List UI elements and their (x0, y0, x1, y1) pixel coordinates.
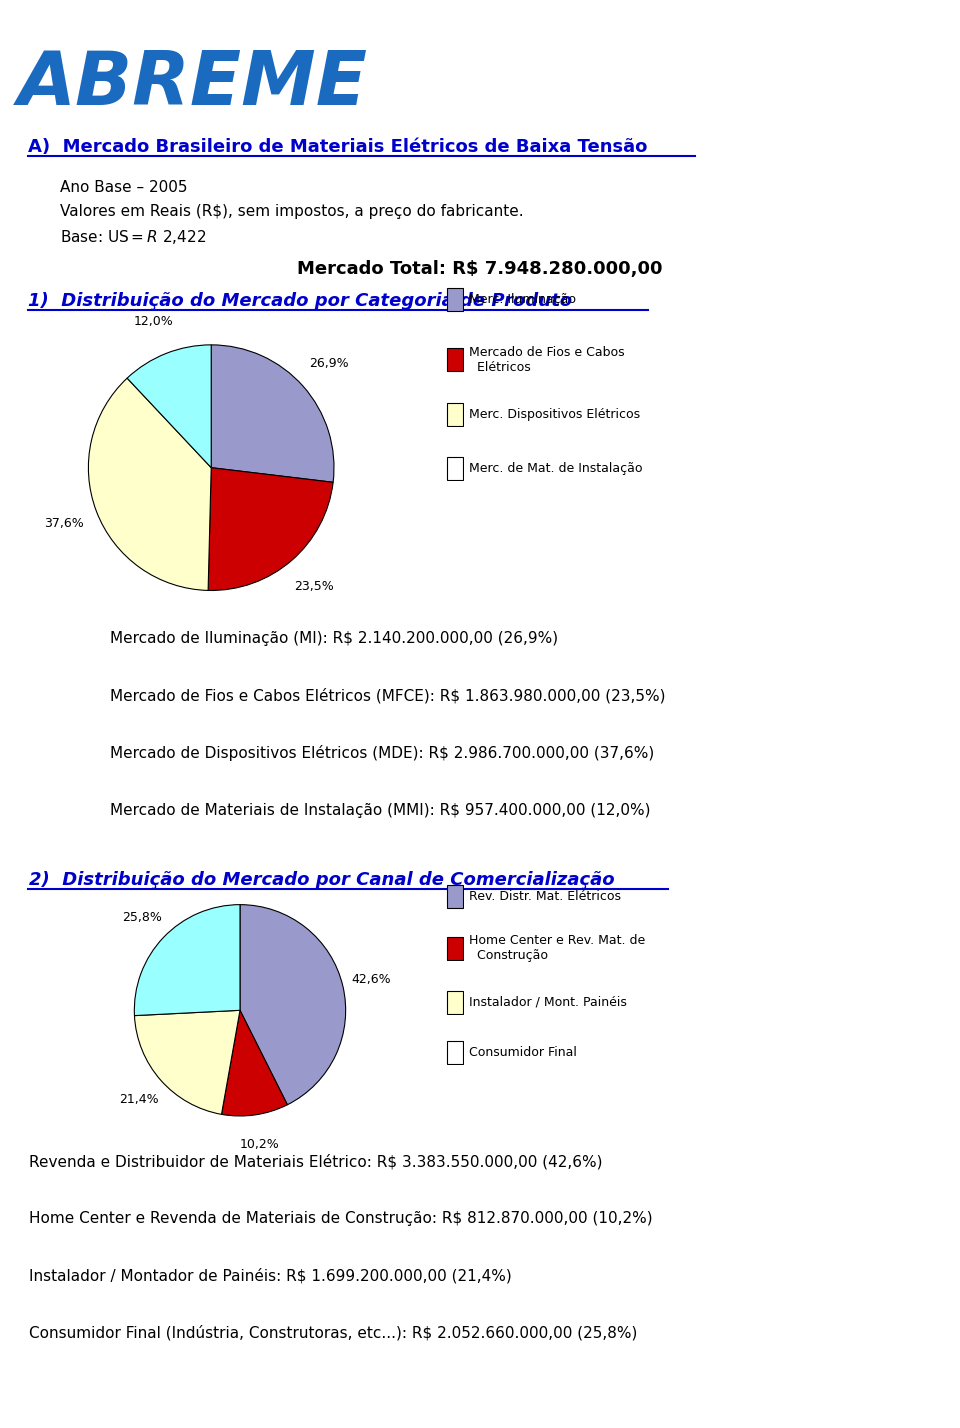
Text: 2)  Distribuição do Mercado por Canal de Comercialização: 2) Distribuição do Mercado por Canal de … (29, 871, 614, 890)
Text: 37,6%: 37,6% (44, 517, 84, 530)
Text: Home Center e Revenda de Materiais de Construção: R$ 812.870.000,00 (10,2%): Home Center e Revenda de Materiais de Co… (29, 1211, 653, 1227)
Text: Instalador / Mont. Painéis: Instalador / Mont. Painéis (469, 995, 627, 1010)
Text: 26,9%: 26,9% (309, 357, 348, 370)
Text: Merc. Iluminação: Merc. Iluminação (469, 293, 576, 307)
Text: Ano Base – 2005: Ano Base – 2005 (60, 180, 187, 196)
Text: Valores em Reais (R$), sem impostos, a preço do fabricante.: Valores em Reais (R$), sem impostos, a p… (60, 204, 523, 218)
Text: Mercado de Fios e Cabos Elétricos (MFCE): R$ 1.863.980.000,00 (23,5%): Mercado de Fios e Cabos Elétricos (MFCE)… (110, 688, 666, 704)
Wedge shape (222, 1011, 287, 1115)
Text: 10,2%: 10,2% (240, 1138, 279, 1151)
Text: Base: US$ = R$ 2,422: Base: US$ = R$ 2,422 (60, 228, 206, 246)
Text: Mercado de Materiais de Instalação (MMI): R$ 957.400.000,00 (12,0%): Mercado de Materiais de Instalação (MMI)… (110, 803, 651, 818)
Text: Merc. Dispositivos Elétricos: Merc. Dispositivos Elétricos (469, 407, 640, 421)
Text: A)  Mercado Brasileiro de Materiais Elétricos de Baixa Tensão: A) Mercado Brasileiro de Materiais Elétr… (28, 139, 647, 156)
Text: 25,8%: 25,8% (122, 911, 162, 924)
Text: ABREME: ABREME (18, 49, 368, 121)
Text: Mercado Total: R$ 7.948.280.000,00: Mercado Total: R$ 7.948.280.000,00 (298, 260, 662, 278)
Text: Instalador / Montador de Painéis: R$ 1.699.200.000,00 (21,4%): Instalador / Montador de Painéis: R$ 1.6… (29, 1268, 512, 1284)
Wedge shape (134, 905, 240, 1015)
Text: Home Center e Rev. Mat. de
  Construção: Home Center e Rev. Mat. de Construção (469, 934, 646, 962)
Text: Consumidor Final: Consumidor Final (469, 1045, 577, 1060)
Text: 1)  Distribuição do Mercado por Categoria de Produto: 1) Distribuição do Mercado por Categoria… (28, 291, 572, 310)
Wedge shape (88, 378, 211, 590)
Text: 23,5%: 23,5% (294, 580, 334, 593)
Text: Mercado de Dispositivos Elétricos (MDE): R$ 2.986.700.000,00 (37,6%): Mercado de Dispositivos Elétricos (MDE):… (110, 745, 655, 761)
Wedge shape (208, 468, 333, 590)
Wedge shape (240, 905, 346, 1105)
Text: Consumidor Final (Indústria, Construtoras, etc...): R$ 2.052.660.000,00 (25,8%): Consumidor Final (Indústria, Construtora… (29, 1325, 637, 1341)
Text: Revenda e Distribuidor de Materiais Elétrico: R$ 3.383.550.000,00 (42,6%): Revenda e Distribuidor de Materiais Elét… (29, 1154, 602, 1170)
Text: 42,6%: 42,6% (351, 972, 392, 985)
Text: Merc. de Mat. de Instalação: Merc. de Mat. de Instalação (469, 461, 643, 476)
Wedge shape (211, 346, 334, 483)
Wedge shape (127, 346, 211, 468)
Wedge shape (134, 1011, 240, 1114)
Text: Mercado de Iluminação (MI): R$ 2.140.200.000,00 (26,9%): Mercado de Iluminação (MI): R$ 2.140.200… (110, 631, 559, 647)
Text: 21,4%: 21,4% (119, 1094, 158, 1107)
Text: 12,0%: 12,0% (133, 316, 173, 328)
Text: Mercado de Fios e Cabos
  Elétricos: Mercado de Fios e Cabos Elétricos (469, 346, 625, 374)
Text: Rev. Distr. Mat. Elétricos: Rev. Distr. Mat. Elétricos (469, 890, 621, 904)
